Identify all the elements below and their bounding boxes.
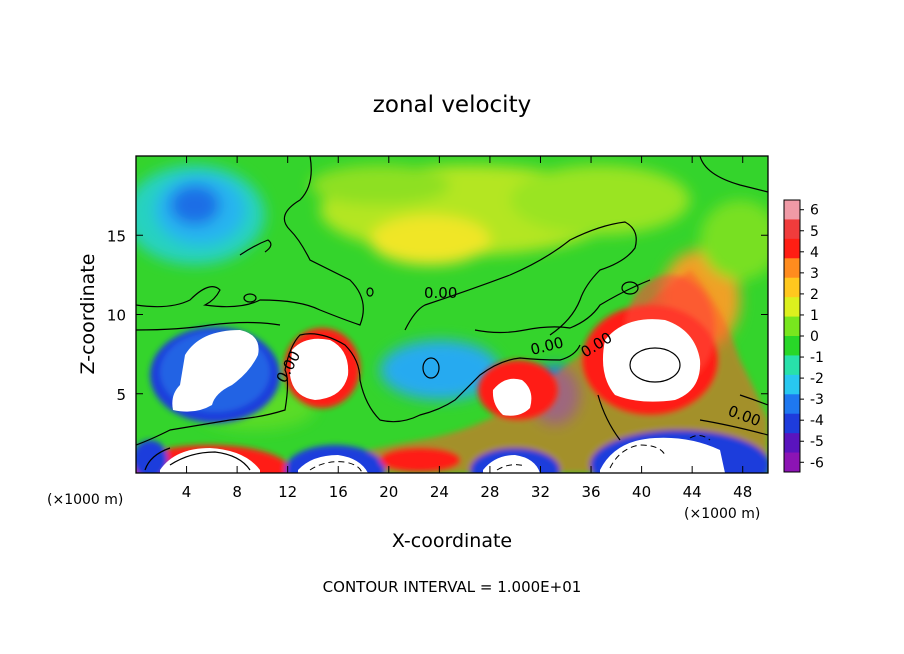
colorbar-tick-label: 4	[810, 245, 819, 261]
x-axis-label: X-coordinate	[392, 530, 512, 552]
colorbar-tick-label: 1	[810, 308, 819, 324]
y-tick-label: 15	[107, 227, 126, 245]
y-axis: 5 10 15	[107, 227, 768, 404]
colorbar-tick-label: -1	[810, 350, 824, 366]
colorbar: 6 5 4 3 2 1 0 -1 -2 -3 -4 -5 -6	[783, 199, 824, 473]
colorbar-tick-label: 6	[810, 203, 819, 219]
x-tick-label: 44	[683, 483, 702, 501]
colorbar-swatch	[784, 258, 800, 279]
x-tick-label: 48	[733, 483, 752, 501]
y-axis-label: Z-coordinate	[77, 254, 99, 375]
colorbar-swatch	[784, 238, 800, 259]
colorbar-swatch	[784, 452, 800, 473]
contour-label: 0.00	[424, 284, 457, 302]
x-tick-label: 28	[480, 483, 499, 501]
colorbar-swatch	[784, 219, 800, 240]
x-unit-left: (×1000 m)	[47, 492, 123, 508]
x-tick-label: 20	[379, 483, 398, 501]
x-tick-label: 12	[278, 483, 297, 501]
colorbar-tick-label: 3	[810, 266, 819, 282]
x-tick-label: 8	[232, 483, 242, 501]
colorbar-tick-label: -2	[810, 371, 824, 387]
colorbar-swatch	[784, 316, 800, 337]
colorbar-swatch	[784, 374, 800, 395]
x-tick-label: 36	[581, 483, 600, 501]
colorbar-tick-label: -4	[810, 413, 824, 429]
contour-interval-note: CONTOUR INTERVAL = 1.000E+01	[323, 578, 582, 596]
chart-title: zonal velocity	[373, 92, 531, 118]
colorbar-tick-label: 5	[810, 224, 819, 240]
x-tick-label: 40	[632, 483, 651, 501]
y-tick-label: 5	[116, 386, 126, 404]
colorbar-swatch	[784, 277, 800, 298]
colorbar-tick-label: -3	[810, 392, 824, 408]
colorbar-tick-label: 2	[810, 287, 819, 303]
y-tick-label: 10	[107, 307, 126, 325]
colorbar-swatch	[784, 394, 800, 415]
x-tick-label: 16	[329, 483, 348, 501]
colorbar-tick-label: 0	[810, 329, 819, 345]
x-axis: 4 8 12 16 20 24 28 32 36 40 44 48	[182, 156, 752, 501]
colorbar-swatch	[784, 200, 800, 220]
colorbar-tick-label: -6	[810, 455, 824, 471]
colorbar-swatch	[784, 433, 800, 454]
colorbar-swatch	[784, 297, 800, 318]
x-unit-right: (×1000 m)	[684, 506, 760, 522]
colorbar-swatch	[784, 355, 800, 376]
colorbar-swatch	[784, 413, 800, 434]
x-tick-label: 24	[430, 483, 449, 501]
velocity-field	[136, 156, 768, 473]
colorbar-swatch	[784, 336, 800, 356]
colorbar-tick-label: -5	[810, 434, 824, 450]
x-tick-label: 4	[182, 483, 192, 501]
x-tick-label: 32	[531, 483, 550, 501]
